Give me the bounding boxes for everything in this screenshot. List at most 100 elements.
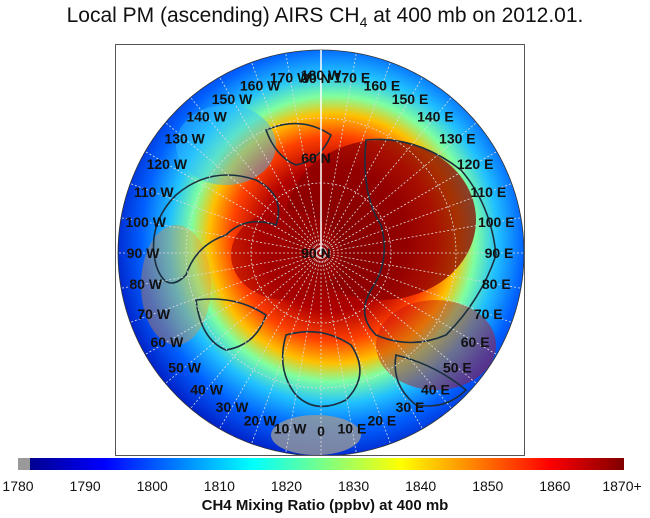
colorbar-tick-label: 1830	[337, 478, 370, 494]
meridian-label: 90 W	[127, 245, 160, 261]
colorbar-tick-label: 1860	[539, 478, 571, 494]
meridian-label: 130 W	[164, 131, 205, 147]
meridian-line	[144, 252, 322, 355]
parallel-label: 90 N	[301, 245, 331, 261]
colorbar-missing-swatch	[18, 458, 30, 470]
meridian-line	[130, 183, 322, 254]
meridian-line	[320, 252, 452, 409]
meridian-label: 170 E	[334, 70, 371, 86]
meridian-label: 110 W	[134, 184, 174, 200]
meridian-label: 40 E	[421, 381, 450, 397]
meridian-label: 20 W	[244, 412, 277, 428]
coastline-alaska	[264, 122, 332, 166]
meridian-label: 60 W	[151, 334, 184, 350]
parallel-label: 60 N	[301, 150, 331, 166]
meridian-label: 120 W	[147, 156, 188, 172]
meridian-label: 50 E	[443, 359, 472, 375]
meridian-line	[219, 252, 322, 430]
meridian-label: 20 E	[367, 412, 396, 428]
meridian-line	[320, 76, 423, 254]
title-text: Local PM (ascending) AIRS CH	[66, 4, 360, 27]
colorbar-tick-label: 1820	[270, 478, 303, 494]
colorbar-tick-label: 1810	[203, 478, 235, 494]
map-panel: 180 W 170 E 160 E 150 E 140 E 130 E 120 E 110 E…	[115, 44, 525, 456]
meridian-label: 110 E	[470, 184, 506, 200]
meridian-line	[165, 252, 322, 384]
meridian-line	[144, 151, 322, 254]
meridian-label: 150 E	[392, 91, 429, 107]
meridian-label: 60 E	[461, 334, 490, 350]
map-title: Local PM (ascending) AIRS CH4 at 400 mb …	[0, 4, 650, 30]
meridian-line	[320, 252, 512, 323]
meridian-line	[251, 62, 322, 254]
meridian-label: 140 W	[186, 109, 227, 125]
title-suffix: at 400 mb on 2012.01.	[367, 4, 584, 27]
parallel-circle	[185, 117, 457, 389]
meridian-line	[320, 252, 391, 444]
meridian-label: 30 W	[216, 399, 249, 415]
meridian-label: 150 W	[212, 91, 253, 107]
meridian-line	[251, 252, 322, 444]
colorbar-tick-label: 1840	[405, 478, 437, 494]
colorbar-tick-label: 1790	[69, 478, 101, 494]
meridian-line	[320, 122, 477, 254]
title-subscript: 4	[359, 14, 368, 31]
meridian-label: 160 E	[364, 78, 401, 94]
meridian-line	[190, 252, 322, 409]
coastline-europe	[281, 330, 361, 408]
meridian-label: 10 W	[274, 420, 307, 436]
colorbar-gradient	[30, 458, 624, 470]
meridian-line	[320, 97, 452, 254]
parallel-label: 30 N	[301, 70, 331, 86]
meridian-label: 130 E	[439, 131, 476, 147]
meridian-line	[285, 252, 322, 453]
meridian-line	[285, 53, 322, 254]
meridian-label: 70 E	[474, 306, 503, 322]
colorbar-tick-label: 1850	[472, 478, 504, 494]
coastline-central-asia	[394, 354, 468, 407]
meridian-line	[320, 252, 423, 430]
meridian-line	[219, 76, 322, 254]
meridian-label: 70 W	[137, 306, 170, 322]
meridian-line	[320, 217, 521, 254]
meridian-label: 180 W	[301, 67, 342, 83]
meridian-label: 80 E	[482, 276, 511, 292]
colorbar-title: CH4 Mixing Ratio (ppbv) at 400 mb	[201, 497, 449, 514]
meridian-label: 0	[317, 423, 325, 439]
meridian-line	[320, 252, 521, 289]
meridian-line	[320, 53, 357, 254]
meridian-label: 160 W	[240, 78, 281, 94]
colorbar-tick-label: 1800	[136, 478, 168, 494]
meridian-line	[121, 217, 322, 254]
coastline-north-america	[152, 174, 280, 284]
meridian-line	[320, 62, 391, 254]
meridian-label: 40 W	[190, 381, 223, 397]
meridian-line	[190, 97, 322, 254]
colorbar	[18, 458, 624, 470]
meridian-label: 10 E	[338, 420, 367, 436]
coastline-siberia	[363, 138, 497, 344]
meridian-label: 80 W	[129, 276, 162, 292]
meridian-label: 90 E	[485, 245, 514, 261]
meridian-label: 120 E	[457, 156, 494, 172]
meridian-label: 30 E	[396, 399, 425, 415]
meridian-label: 140 E	[417, 109, 454, 125]
meridian-line	[165, 122, 322, 254]
meridian-line	[320, 183, 512, 254]
meridian-line	[130, 252, 322, 323]
meridian-line	[320, 252, 357, 453]
meridian-line	[320, 151, 498, 254]
meridian-label: 50 W	[168, 359, 201, 375]
meridian-line	[320, 252, 498, 355]
colorbar-tick-label: 1780	[2, 478, 34, 494]
meridian-label: 100 E	[478, 214, 515, 230]
colorbar-tick-label: 1870+	[602, 478, 642, 494]
meridian-line	[320, 252, 477, 384]
coastline-greenland	[195, 298, 267, 351]
meridian-label: 100 W	[125, 214, 166, 230]
graticule	[118, 50, 524, 455]
meridian-line	[121, 252, 322, 289]
meridian-label: 170 W	[270, 70, 311, 86]
